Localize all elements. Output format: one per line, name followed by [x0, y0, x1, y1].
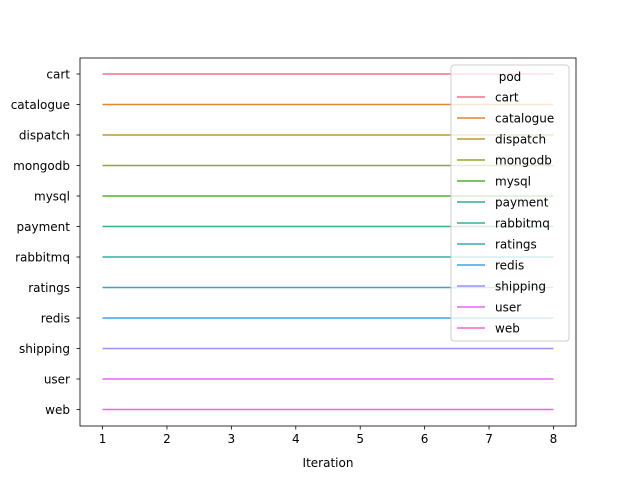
x-tick-label: 5 — [356, 432, 364, 446]
x-axis: 1 2 3 4 5 6 7 8 — [99, 426, 558, 446]
y-tick-label: mongodb — [13, 159, 70, 173]
legend-items: cart catalogue dispatch mongodb mysql payment… — [457, 91, 554, 336]
plot-frame — [79, 57, 577, 427]
y-tick-label: web — [45, 403, 70, 417]
legend-title: pod — [499, 70, 522, 84]
legend-label-cart: cart — [495, 91, 519, 105]
y-tick-label: dispatch — [19, 129, 70, 143]
y-tick-label: user — [44, 373, 70, 387]
y-tick-label: redis — [41, 312, 70, 326]
legend-label-web: web — [495, 322, 520, 336]
x-tick-label: 8 — [550, 432, 558, 446]
legend-label-mysql: mysql — [495, 175, 531, 189]
legend-label-mongodb: mongodb — [495, 154, 552, 168]
legend-label-shipping: shipping — [495, 280, 546, 294]
y-tick-label: shipping — [19, 342, 70, 356]
legend-label-redis: redis — [495, 259, 524, 273]
legend-label-payment: payment — [495, 196, 549, 210]
legend-box — [450, 64, 570, 342]
y-tick-label: payment — [17, 220, 71, 234]
legend-label-ratings: ratings — [495, 238, 537, 252]
legend-label-dispatch: dispatch — [495, 133, 546, 147]
x-tick-label: 3 — [228, 432, 236, 446]
x-tick-label: 4 — [292, 432, 300, 446]
y-tick-label: mysql — [34, 190, 70, 204]
y-tick-label: ratings — [28, 281, 70, 295]
x-axis-label: Iteration — [303, 456, 354, 470]
x-tick-label: 1 — [99, 432, 107, 446]
legend-label-catalogue: catalogue — [495, 112, 554, 126]
y-tick-label: cart — [46, 68, 70, 82]
x-tick-label: 6 — [421, 432, 429, 446]
series-layer — [102, 73, 554, 411]
legend-label-user: user — [495, 301, 521, 315]
x-tick-label: 7 — [485, 432, 493, 446]
legend: pod cart catalogue dispatch mongodb mysql pay… — [450, 64, 570, 342]
x-tick-label: 2 — [163, 432, 171, 446]
y-axis: cart catalogue dispatch mongodb mysql payment… — [11, 68, 80, 417]
y-tick-label: catalogue — [11, 98, 70, 112]
y-tick-label: rabbitmq — [15, 251, 70, 265]
legend-label-rabbitmq: rabbitmq — [495, 217, 550, 231]
